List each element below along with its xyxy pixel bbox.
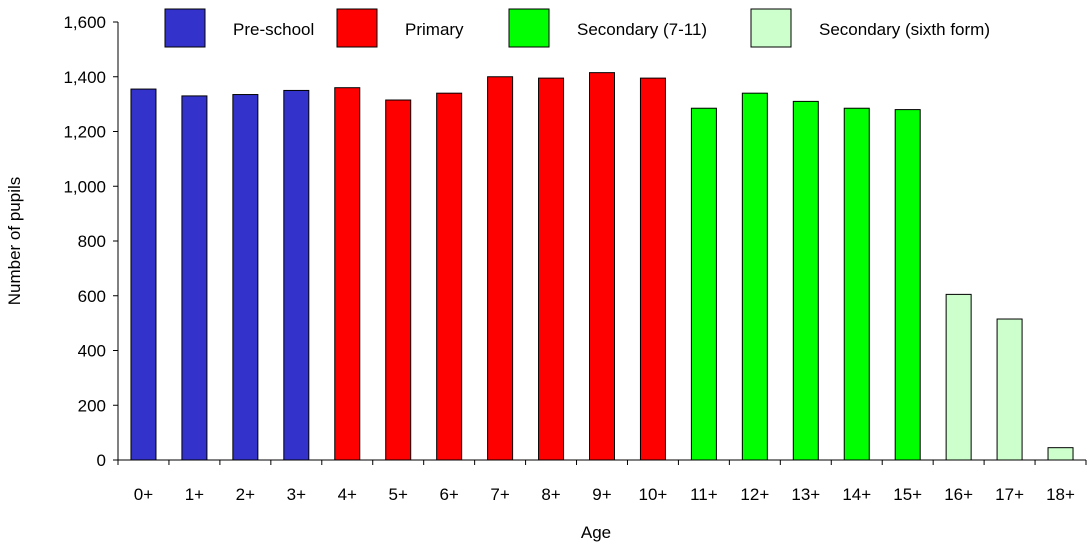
legend-swatch: [508, 8, 550, 48]
chart-legend: Pre-school Primary Secondary (7-11) Seconda…: [164, 8, 990, 48]
x-tick-label: 8+: [541, 485, 560, 504]
y-tick-label: 1,400: [63, 68, 106, 87]
bars: [130, 72, 1074, 461]
x-tick-label: 0+: [134, 485, 153, 504]
x-tick-label: 11+: [690, 485, 718, 504]
x-tick-label: 4+: [338, 485, 357, 504]
y-tick-label: 1,200: [63, 123, 106, 142]
bar-9: [589, 72, 615, 461]
x-tick-label: 14+: [842, 485, 871, 504]
bar-5: [385, 99, 412, 461]
y-tick-label: 1,000: [63, 177, 106, 196]
x-tick-label: 16+: [944, 485, 973, 504]
x-axis: 0+ 1+ 2+ 3+ 4+ 5+ 6+ 7+ 8+ 9+ 10+ 11+ 12+ 13+ 14+ 15+ 16…: [117, 459, 1087, 504]
legend-item-primary: Primary: [336, 8, 464, 48]
y-tick-label: 200: [78, 396, 106, 415]
bar-11: [690, 107, 717, 461]
bar-7: [487, 76, 514, 461]
legend-label: Pre-school: [233, 20, 314, 39]
x-tick-label: 18+: [1046, 485, 1075, 504]
legend-label: Primary: [405, 20, 464, 39]
bar-13: [792, 100, 819, 461]
x-tick-label: 12+: [740, 485, 769, 504]
y-axis-label: Number of pupils: [5, 177, 24, 306]
y-tick-label: 800: [78, 232, 106, 251]
y-axis: 0 200 400 600 800 1,000 1,200 1,400 1,600: [63, 13, 119, 470]
x-tick-label: 10+: [639, 485, 668, 504]
x-tick-label: 7+: [490, 485, 509, 504]
x-tick-label: 3+: [287, 485, 306, 504]
bar-18: [1047, 447, 1074, 461]
x-tick-label: 6+: [439, 485, 458, 504]
bar-2: [232, 94, 259, 461]
legend-swatch: [164, 8, 206, 48]
x-tick-label: 2+: [236, 485, 255, 504]
bar-12: [741, 92, 768, 461]
legend-item-pre-school: Pre-school: [164, 8, 314, 48]
bar-16: [945, 293, 972, 461]
bar-15: [894, 109, 921, 461]
bar-1: [181, 95, 208, 461]
legend-label: Secondary (sixth form): [819, 20, 990, 39]
legend-swatch: [750, 8, 792, 48]
x-tick-label: 1+: [185, 485, 204, 504]
bar-4: [334, 87, 361, 461]
bar-0: [130, 88, 157, 461]
legend-item-secondary-7-11: Secondary (7-11): [508, 8, 707, 48]
y-tick-label: 0: [97, 451, 106, 470]
bar-14: [843, 107, 870, 461]
legend-label: Secondary (7-11): [577, 20, 707, 39]
y-tick-label: 600: [78, 287, 106, 306]
x-tick-label: 9+: [592, 485, 611, 504]
bar-3: [283, 89, 310, 461]
x-tick-label: 15+: [893, 485, 922, 504]
bar-10: [639, 77, 666, 461]
legend-swatch: [336, 8, 378, 48]
y-tick-label: 1,600: [63, 13, 106, 32]
x-tick-label: 13+: [791, 485, 820, 504]
bar-8: [538, 77, 565, 461]
bar-6: [436, 92, 463, 461]
x-tick-label: 5+: [389, 485, 408, 504]
x-axis-label: Age: [581, 523, 611, 542]
y-tick-label: 400: [78, 342, 106, 361]
x-tick-label: 17+: [995, 485, 1024, 504]
legend-item-secondary-sixth-form: Secondary (sixth form): [750, 8, 990, 48]
bar-17: [996, 318, 1023, 461]
